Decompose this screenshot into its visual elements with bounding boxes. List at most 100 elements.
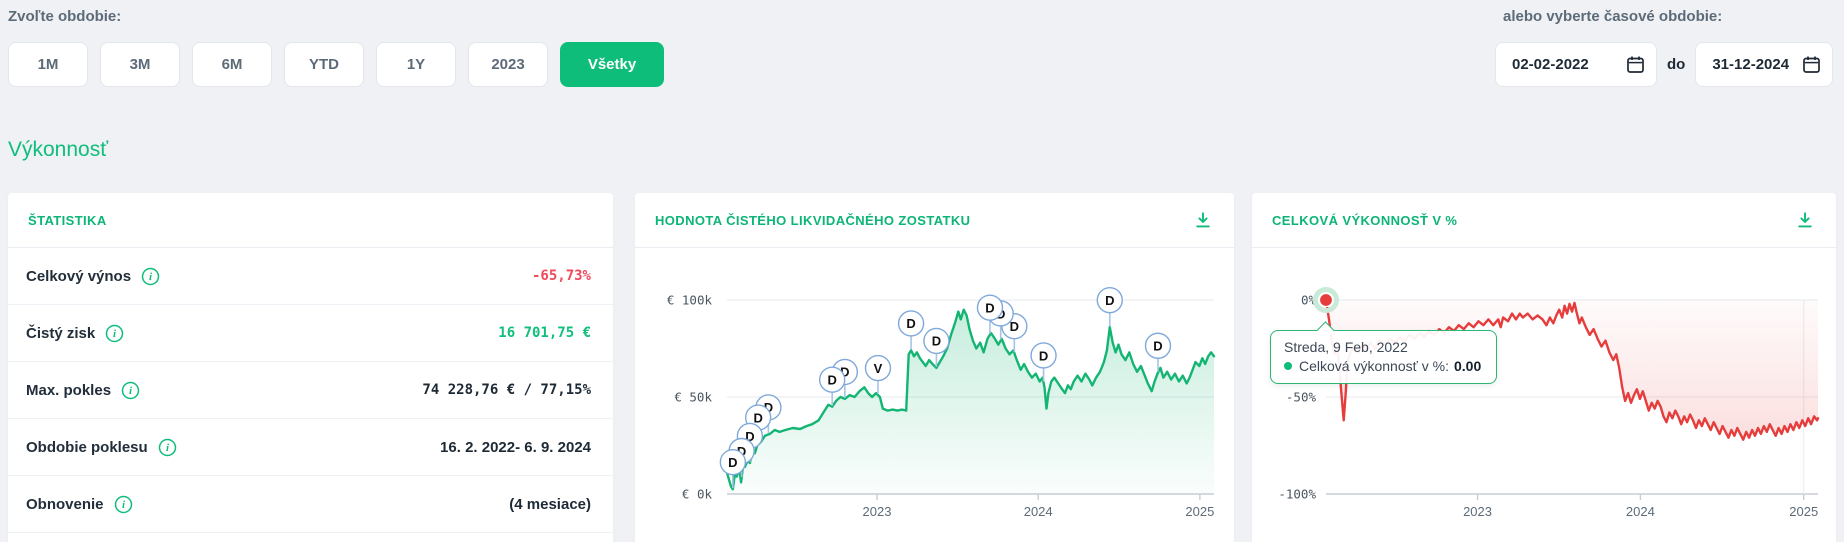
statistics-panel-header: ŠTATISTIKA — [8, 193, 613, 248]
x-axis-label: 2023 — [863, 504, 892, 519]
period-button-group: 1M 3M 6M YTD 1Y 2023 Všetky — [8, 42, 664, 87]
x-axis-label: 2023 — [1463, 504, 1492, 519]
stat-value: -65,73% — [531, 268, 591, 284]
event-flag-d[interactable]: D — [897, 310, 925, 337]
download-icon[interactable] — [1192, 209, 1214, 231]
event-flag-v[interactable]: V — [864, 354, 892, 382]
date-range-separator: do — [1667, 56, 1686, 73]
x-axis-label: 2024 — [1024, 504, 1053, 519]
svg-text:D: D — [906, 316, 915, 331]
nlv-chart-title: HODNOTA ČISTÉHO LIKVIDAČNÉHO ZOSTATKU — [655, 212, 971, 228]
svg-text:i: i — [149, 271, 153, 283]
tooltip-value-line: Celková výkonnosť v %: 0.00 — [1284, 358, 1481, 374]
stat-value: 16 701,75 € — [498, 325, 591, 341]
statistics-panel: ŠTATISTIKA Celkový výnos i -65,73% Čistý zi… — [8, 193, 613, 542]
period-button-všetky[interactable]: Všetky — [560, 42, 664, 87]
event-flag-d[interactable]: D — [976, 294, 1004, 321]
statistics-rows: Celkový výnos i -65,73% Čistý zisk i 16 701,7… — [8, 248, 613, 533]
date-to-wrap — [1695, 42, 1834, 87]
tooltip-series-label: Celková výkonnosť v %: — [1299, 358, 1449, 374]
event-flag-d[interactable]: D — [818, 366, 846, 393]
period-button-ytd[interactable]: YTD — [284, 42, 364, 87]
info-icon[interactable]: i — [158, 438, 177, 457]
nlv-panel-header: HODNOTA ČISTÉHO LIKVIDAČNÉHO ZOSTATKU — [635, 193, 1234, 248]
series-area — [727, 309, 1214, 494]
x-axis-label: 2024 — [1626, 504, 1655, 519]
stat-label: Obnovenie — [26, 495, 104, 513]
event-flag-d[interactable]: D — [719, 448, 747, 476]
page-title: Výkonnosť — [8, 138, 109, 161]
svg-text:i: i — [166, 442, 170, 454]
svg-text:i: i — [121, 499, 125, 511]
stat-row: Čistý zisk i 16 701,75 € — [8, 305, 613, 362]
date-from-wrap — [1495, 42, 1657, 87]
stat-row: Celkový výnos i -65,73% — [8, 248, 613, 305]
svg-text:D: D — [753, 410, 762, 425]
series-line — [725, 308, 1216, 491]
series-area — [1326, 300, 1818, 440]
period-button-2023[interactable]: 2023 — [468, 42, 548, 87]
performance-chart[interactable]: 0% -50% -100% 2023 2024 2025 — [1252, 248, 1836, 542]
svg-text:D: D — [764, 400, 773, 415]
performance-chart-panel: CELKOVÁ VÝKONNOSŤ V % 0% -50% -100% 2023 202… — [1252, 193, 1836, 542]
performance-panel-header: CELKOVÁ VÝKONNOSŤ V % — [1252, 193, 1836, 248]
period-button-1y[interactable]: 1Y — [376, 42, 456, 87]
download-icon[interactable] — [1794, 209, 1816, 231]
y-axis-label: -100% — [1278, 487, 1316, 502]
series-bullet-icon — [1284, 362, 1292, 370]
svg-text:V: V — [874, 361, 883, 376]
period-button-1m[interactable]: 1M — [8, 42, 88, 87]
stat-row: Obdobie poklesu i 16. 2. 2022- 6. 9. 2024 — [8, 419, 613, 476]
event-flag-d[interactable]: D — [923, 327, 950, 355]
svg-text:D: D — [737, 444, 746, 459]
info-icon[interactable]: i — [114, 495, 133, 514]
svg-text:D: D — [1153, 339, 1162, 354]
stat-value: 74 228,76 € / 77,15% — [422, 382, 591, 398]
event-flag-d[interactable]: D — [1096, 286, 1123, 314]
stat-label: Max. pokles — [26, 381, 112, 399]
tooltip-value: 0.00 — [1453, 358, 1482, 374]
stat-value: (4 mesiace) — [509, 495, 591, 513]
flag-badges: DDDDDDDDVDDDDDDD — [719, 286, 1172, 476]
event-flag-d[interactable]: D — [1030, 342, 1057, 369]
svg-text:D: D — [932, 334, 941, 349]
period-selector-label: Zvoľte obdobie: — [8, 8, 122, 25]
y-axis-label: € 100k — [667, 293, 713, 308]
svg-text:D: D — [985, 300, 994, 315]
tooltip-date: Streda, 9 Feb, 2022 — [1284, 339, 1408, 355]
stat-label: Čistý zisk — [26, 324, 96, 342]
calendar-icon[interactable] — [1802, 55, 1821, 79]
stat-label: Celkový výnos — [26, 267, 132, 285]
nlv-chart-panel: HODNOTA ČISTÉHO LIKVIDAČNÉHO ZOSTATKU € … — [635, 193, 1234, 542]
stat-row: Obnovenie i (4 mesiace) — [8, 476, 613, 533]
info-icon[interactable]: i — [121, 381, 140, 400]
date-from-input[interactable] — [1495, 42, 1657, 87]
chart-tooltip: Streda, 9 Feb, 2022 Celková výkonnosť v … — [1270, 321, 1498, 384]
x-axis-label: 2025 — [1185, 504, 1214, 519]
period-button-6m[interactable]: 6M — [192, 42, 272, 87]
nlv-chart[interactable]: € 100k€ 50k€ 0k202320242025DDDDDDDDVDDDD… — [635, 248, 1234, 542]
date-to-input[interactable] — [1695, 42, 1834, 87]
svg-text:i: i — [129, 385, 133, 397]
y-axis-label: € 0k — [682, 487, 713, 502]
svg-text:D: D — [728, 455, 737, 470]
svg-text:D: D — [745, 429, 754, 444]
period-button-3m[interactable]: 3M — [100, 42, 180, 87]
y-axis-label: -50% — [1286, 390, 1317, 405]
svg-text:D: D — [840, 365, 849, 380]
info-icon[interactable]: i — [141, 267, 160, 286]
svg-text:i: i — [113, 328, 117, 340]
date-range-label: alebo vyberte časové obdobie: — [1503, 8, 1723, 25]
event-flag-d[interactable]: D — [1144, 332, 1172, 359]
selected-point-marker[interactable] — [1313, 287, 1339, 313]
y-axis-label: 0% — [1301, 293, 1317, 308]
calendar-icon[interactable] — [1626, 55, 1645, 79]
svg-text:D: D — [1105, 293, 1114, 308]
svg-text:D: D — [1039, 348, 1048, 363]
info-icon[interactable]: i — [105, 324, 124, 343]
stat-label: Obdobie poklesu — [26, 438, 148, 456]
statistics-title: ŠTATISTIKA — [28, 212, 107, 228]
svg-text:D: D — [1010, 319, 1019, 334]
performance-chart-title: CELKOVÁ VÝKONNOSŤ V % — [1272, 212, 1458, 228]
